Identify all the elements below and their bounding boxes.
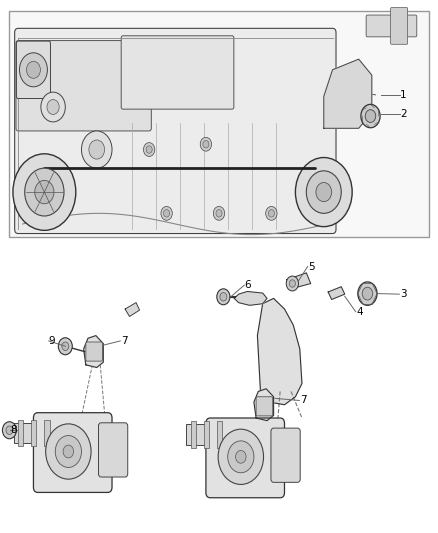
Circle shape xyxy=(146,146,152,154)
Circle shape xyxy=(144,143,155,157)
FancyBboxPatch shape xyxy=(271,428,300,482)
Circle shape xyxy=(295,158,352,227)
Bar xyxy=(14,423,57,443)
Circle shape xyxy=(62,342,69,351)
Circle shape xyxy=(3,422,16,439)
FancyBboxPatch shape xyxy=(366,15,417,37)
Bar xyxy=(217,421,222,448)
Circle shape xyxy=(218,429,264,484)
Circle shape xyxy=(289,280,295,287)
Bar xyxy=(18,419,23,446)
FancyBboxPatch shape xyxy=(121,36,234,109)
Circle shape xyxy=(63,445,74,458)
Circle shape xyxy=(361,104,380,128)
Circle shape xyxy=(25,168,64,216)
Circle shape xyxy=(203,141,209,148)
Circle shape xyxy=(358,282,377,305)
FancyBboxPatch shape xyxy=(16,41,151,131)
Circle shape xyxy=(286,276,298,291)
Text: 7: 7 xyxy=(121,336,128,346)
Circle shape xyxy=(46,424,91,479)
Circle shape xyxy=(236,450,246,463)
Circle shape xyxy=(268,209,275,217)
Bar xyxy=(10,11,428,237)
FancyBboxPatch shape xyxy=(391,7,408,44)
Circle shape xyxy=(19,53,47,87)
Circle shape xyxy=(81,131,112,168)
Text: 4: 4 xyxy=(357,306,363,317)
Text: 9: 9 xyxy=(49,336,55,346)
Circle shape xyxy=(41,92,65,122)
Circle shape xyxy=(365,110,376,123)
Bar xyxy=(204,421,209,448)
Text: 6: 6 xyxy=(244,280,251,290)
Circle shape xyxy=(362,287,373,300)
Circle shape xyxy=(228,441,254,473)
FancyBboxPatch shape xyxy=(206,418,285,498)
FancyBboxPatch shape xyxy=(86,342,102,361)
FancyBboxPatch shape xyxy=(33,413,112,492)
Circle shape xyxy=(220,293,227,301)
Circle shape xyxy=(266,206,277,220)
Polygon shape xyxy=(287,273,311,289)
Polygon shape xyxy=(324,59,372,128)
Circle shape xyxy=(89,140,105,159)
FancyBboxPatch shape xyxy=(99,423,128,477)
FancyBboxPatch shape xyxy=(256,397,273,416)
Bar xyxy=(186,424,230,445)
Bar xyxy=(191,421,196,448)
Circle shape xyxy=(47,100,59,115)
Polygon shape xyxy=(84,336,103,368)
Circle shape xyxy=(306,171,341,213)
Circle shape xyxy=(6,426,13,434)
Circle shape xyxy=(13,154,76,230)
Bar xyxy=(31,419,36,446)
Text: 3: 3 xyxy=(400,289,407,299)
Text: 7: 7 xyxy=(300,395,307,406)
Circle shape xyxy=(213,206,225,220)
Circle shape xyxy=(163,209,170,217)
Polygon shape xyxy=(125,303,140,317)
Circle shape xyxy=(216,209,222,217)
Text: 8: 8 xyxy=(11,425,17,435)
Circle shape xyxy=(217,289,230,305)
Circle shape xyxy=(26,61,40,78)
FancyBboxPatch shape xyxy=(14,28,336,233)
Circle shape xyxy=(316,182,332,201)
Text: 2: 2 xyxy=(400,109,407,119)
Circle shape xyxy=(58,338,72,355)
Text: 1: 1 xyxy=(400,90,407,100)
Circle shape xyxy=(55,435,81,467)
Circle shape xyxy=(200,138,212,151)
Polygon shape xyxy=(234,292,267,305)
Polygon shape xyxy=(328,287,345,300)
Polygon shape xyxy=(254,389,274,421)
Polygon shape xyxy=(258,298,302,405)
FancyBboxPatch shape xyxy=(16,41,50,99)
Circle shape xyxy=(35,180,54,204)
Circle shape xyxy=(161,206,172,220)
Text: 5: 5 xyxy=(308,262,315,271)
Bar xyxy=(44,419,49,446)
